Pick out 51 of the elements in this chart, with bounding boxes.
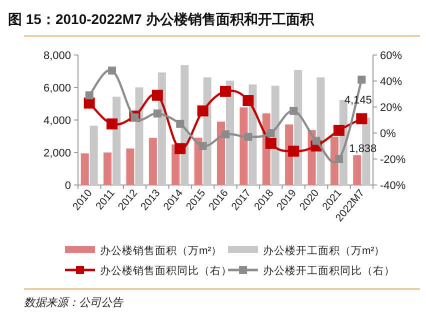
point: [242, 95, 254, 106]
point: [130, 113, 139, 122]
point: [265, 138, 276, 149]
y-tick-label: 6,000: [43, 82, 71, 94]
point: [222, 130, 230, 138]
bar: [126, 148, 134, 185]
y2-tick-label: 60%: [380, 50, 402, 62]
legend-label: 办公楼开工面积同比（右）: [263, 264, 395, 277]
legend-label: 办公楼销售面积同比（右）: [100, 264, 232, 277]
bar: [148, 138, 157, 185]
legend-label: 办公楼销售面积（万m²）: [100, 244, 222, 257]
point: [220, 86, 231, 97]
point: [288, 146, 300, 157]
chart-title: 图 15：2010-2022M7 办公楼销售面积和开工面积: [8, 11, 315, 27]
data-label: 4,145: [344, 94, 372, 107]
bar: [240, 107, 248, 185]
bar: [104, 152, 112, 185]
point: [176, 120, 184, 128]
y2-tick-label: 40%: [380, 76, 402, 88]
point: [85, 91, 94, 100]
y2-tick-label: -20%: [380, 154, 406, 166]
source-note: 数据来源：公司公告: [24, 296, 124, 309]
point: [333, 124, 344, 136]
y-tick-label: 8,000: [43, 50, 71, 62]
point: [153, 110, 162, 118]
point: [266, 129, 275, 137]
point: [290, 106, 298, 115]
bar: [217, 122, 225, 185]
point: [334, 155, 343, 163]
y2-tick-label: 20%: [380, 102, 402, 114]
point: [108, 66, 116, 75]
point: [244, 132, 252, 141]
point: [358, 76, 366, 84]
y-tick-label: 4,000: [43, 115, 71, 127]
point: [198, 142, 207, 150]
bar: [112, 96, 121, 185]
legend-label: 办公楼开工面积（万m²）: [263, 244, 386, 257]
point: [197, 105, 208, 116]
bar: [80, 153, 89, 185]
point: [152, 90, 163, 101]
bar: [90, 126, 98, 185]
y-tick-label: 2,000: [43, 148, 71, 160]
point: [106, 118, 118, 130]
y-tick-label: 0: [64, 180, 71, 192]
point: [174, 143, 186, 154]
bar: [353, 155, 362, 185]
point: [356, 113, 368, 124]
point: [312, 136, 320, 145]
data-label: 1,838: [349, 143, 377, 156]
y2-tick-label: 0%: [380, 128, 396, 140]
y2-tick-label: -40%: [380, 180, 406, 192]
